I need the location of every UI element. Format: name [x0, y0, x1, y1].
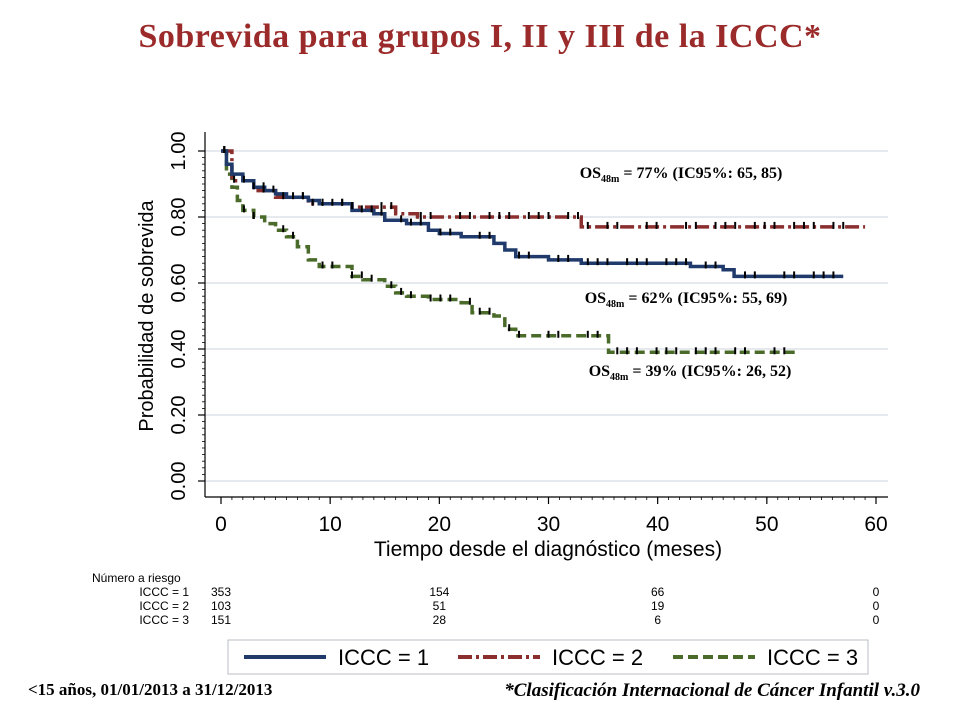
km-curve-3	[221, 149, 800, 355]
footer-note: <15 años, 01/01/2013 a 31/12/2013	[28, 680, 273, 699]
footer-classification-note: *Clasificación Internacional de Cáncer I…	[504, 680, 920, 701]
os-annotation-value: = 62% (IC95%: 55, 69)	[624, 290, 787, 307]
risk-row-label: ICCC = 3	[139, 613, 189, 627]
risk-cell: 151	[211, 613, 231, 627]
risk-cell: 0	[873, 613, 880, 627]
risk-row-label: ICCC = 2	[139, 599, 189, 613]
risk-cell: 66	[651, 585, 665, 599]
risk-cell: 103	[211, 599, 231, 613]
legend-label-3: ICCC = 3	[767, 645, 858, 670]
risk-row-label: ICCC = 1	[139, 585, 189, 599]
x-tick-label: 0	[215, 513, 227, 536]
os-annotation-subscript: 48m	[606, 299, 625, 310]
os-annotation-3: OS48m = 39% (IC95%: 26, 52)	[589, 363, 792, 383]
risk-cell: 0	[873, 599, 880, 613]
os-annotation-subscript: 48m	[601, 174, 620, 185]
x-axis-label: Tiempo desde el diagnóstico (meses)	[374, 538, 722, 561]
annotation-layer: OS48m = 77% (IC95%: 65, 85)OS48m = 62% (…	[580, 165, 792, 383]
os-annotation-prefix: OS	[580, 165, 601, 182]
x-tick-label: 50	[755, 513, 778, 536]
x-tick-label: 20	[428, 513, 451, 536]
y-tick-label: 0.60	[168, 264, 190, 303]
legend-label-2: ICCC = 2	[552, 645, 643, 670]
censor-marks	[223, 146, 845, 355]
os-annotation-subscript: 48m	[610, 372, 629, 383]
risk-cell: 0	[873, 585, 880, 599]
x-tick-label: 10	[318, 513, 341, 536]
risk-table-title: Número a riesgo	[92, 571, 181, 585]
risk-cell: 51	[433, 599, 447, 613]
x-tick-label: 60	[864, 513, 887, 536]
risk-cell: 154	[429, 585, 449, 599]
y-tick-label: 0.20	[168, 396, 190, 435]
risk-cell: 353	[211, 585, 231, 599]
risk-cell: 19	[651, 599, 665, 613]
os-annotation-2: OS48m = 62% (IC95%: 55, 69)	[585, 290, 788, 310]
grid-layer	[205, 150, 888, 482]
risk-cell: 6	[654, 613, 661, 627]
axis-layer: 0.00 0.20 0.40 0.60 0.80 1.00 0 10 20 30 40 50 60	[168, 132, 888, 536]
x-tick-label: 30	[537, 513, 560, 536]
os-annotation-value: = 39% (IC95%: 26, 52)	[628, 363, 791, 380]
y-tick-label: 0.40	[168, 330, 190, 369]
series-layer	[221, 146, 866, 355]
page-title: Sobrevida para grupos I, II y III de la …	[138, 18, 822, 55]
os-annotation-1: OS48m = 77% (IC95%: 65, 85)	[580, 165, 783, 185]
risk-cell: 28	[433, 613, 447, 627]
os-annotation-prefix: OS	[589, 363, 610, 380]
y-tick-label: 0.80	[168, 198, 190, 237]
y-tick-label: 0.00	[168, 462, 190, 501]
legend-box	[227, 639, 869, 675]
legend: ICCC = 1 ICCC = 2 ICCC = 3	[227, 639, 869, 675]
os-annotation-value: = 77% (IC95%: 65, 85)	[619, 165, 782, 182]
x-tick-label: 40	[646, 513, 669, 536]
risk-table: Número a riesgo ICCC = 1 353 154 66 0 ICCC = …	[92, 571, 880, 627]
y-axis-label: Probabilidad de sobrevida	[136, 199, 158, 431]
km-curve-1	[221, 149, 844, 279]
y-tick-label: 1.00	[168, 132, 190, 171]
os-annotation-prefix: OS	[585, 290, 606, 307]
legend-label-1: ICCC = 1	[338, 645, 429, 670]
km-curve-2	[221, 149, 866, 229]
